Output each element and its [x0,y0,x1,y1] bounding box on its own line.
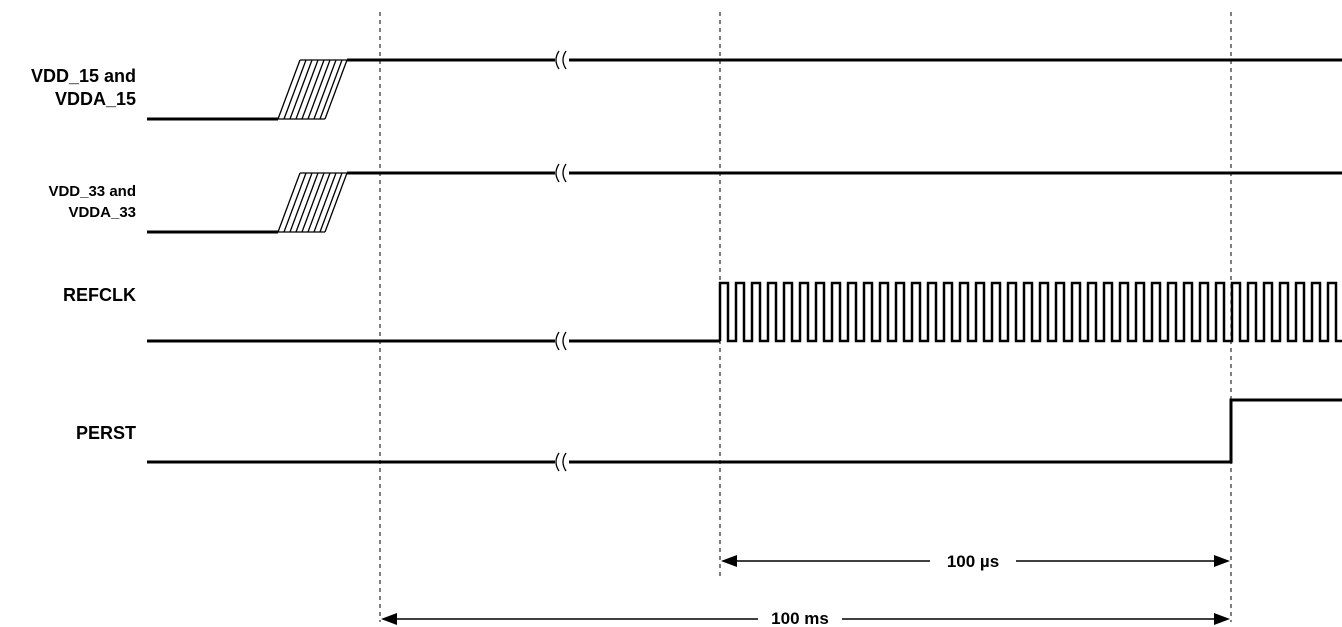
arrowhead-left [721,555,737,567]
signal-label-perst: PERST [76,423,136,443]
signal-label-vdd33-line2: VDDA_33 [68,204,136,221]
vdd15-waveform [147,50,1342,121]
signal-label-vdd33-line1: VDD_33 and [48,183,136,200]
arrowhead-left [381,613,397,625]
vdd15-break-mark [555,50,569,70]
refclk-waveform [147,281,1342,351]
arrowhead-right [1214,613,1230,625]
signal-label-refclk: REFCLK [63,285,136,305]
signal-label-vdd15-line2: VDDA_15 [55,89,136,109]
perst-waveform [147,398,1342,472]
vdd15-ramp-hatch [277,59,348,120]
vdd33-break-mark [555,163,569,183]
dimension-power-to-perst: 100 ms [381,606,1230,627]
refclk-clock-pulses [718,281,1342,343]
signal-label-vdd15-line1: VDD_15 and [31,66,136,86]
dimension-refclk-to-perst: 100 µs [721,548,1230,574]
vdd33-waveform [147,163,1342,234]
dimension-label-100ms: 100 ms [771,609,829,627]
refclk-break-mark [555,331,569,351]
vdd33-ramp-hatch [277,172,348,233]
dimension-label-100us: 100 µs [947,552,999,571]
perst-break-mark [555,452,569,472]
arrowhead-right [1214,555,1230,567]
